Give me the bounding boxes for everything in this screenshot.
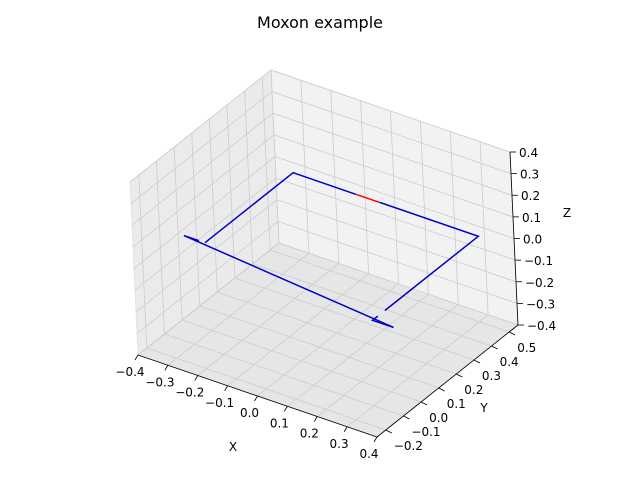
z-grid-line <box>134 177 516 291</box>
x-tick-mark <box>164 365 169 371</box>
y-tick-label: 0.4 <box>500 355 519 369</box>
z-grid-line <box>131 112 513 226</box>
y-axis-label: Y <box>479 401 488 415</box>
y-tick-label: 0.0 <box>429 411 448 425</box>
z-tick-label: −0.3 <box>526 297 555 311</box>
z-tick-label: 0.1 <box>522 211 541 225</box>
y-tick-mark <box>385 429 392 434</box>
y-tick-label: −0.2 <box>394 439 423 453</box>
z-tick-label: −0.1 <box>524 254 553 268</box>
x-tick-mark <box>284 406 288 412</box>
y-tick-label: 0.1 <box>447 397 466 411</box>
x-tick-label: 0.4 <box>359 447 378 461</box>
x-tick-mark <box>224 385 228 391</box>
z-grid-line <box>135 199 517 313</box>
x-tick-label: 0.0 <box>240 406 259 420</box>
pane-group <box>129 69 519 438</box>
x-tick-mark <box>194 375 199 381</box>
z-tick-label: 0.0 <box>523 233 542 247</box>
y-tick-mark <box>456 373 463 378</box>
x-tick-label: −0.4 <box>115 365 144 379</box>
z-tick-label: −0.4 <box>527 319 556 333</box>
y-tick-label: 0.5 <box>517 341 536 355</box>
blue-line-segment <box>379 201 480 312</box>
z-grid-line <box>137 242 519 356</box>
blue-line-segment <box>204 171 357 244</box>
z-tick-label: 0.4 <box>519 146 538 160</box>
tick-labels: −0.4−0.3−0.2−0.10.00.10.20.30.4−0.2−0.10… <box>115 146 556 461</box>
y-axis-line <box>376 324 519 438</box>
x-tick-label: 0.2 <box>300 427 319 441</box>
blue-line-segment <box>183 234 394 329</box>
series-lines <box>183 171 480 329</box>
z-grid-line <box>136 220 518 334</box>
z-tick-label: 0.3 <box>520 168 539 182</box>
x-tick-label: −0.3 <box>145 375 174 389</box>
x-tick-mark <box>373 436 378 443</box>
x-tick-label: −0.2 <box>175 386 204 400</box>
x-tick-label: 0.3 <box>330 437 349 451</box>
y-tick-label: 0.3 <box>482 369 501 383</box>
y-tick-label: 0.2 <box>464 383 483 397</box>
y-tick-mark <box>420 401 428 406</box>
z-grid-line <box>133 156 515 269</box>
z-grid-line <box>130 91 512 204</box>
x-tick-label: 0.1 <box>270 416 289 430</box>
red-line-segment <box>355 193 380 204</box>
x-tick-mark <box>343 426 348 432</box>
grid-lines <box>129 69 519 438</box>
x-tick-mark <box>134 354 139 361</box>
y-tick-label: −0.1 <box>411 425 440 439</box>
x-tick-mark <box>313 416 318 422</box>
y-tick-mark <box>491 345 498 350</box>
z-grid-line <box>129 69 511 183</box>
tick-marks <box>134 151 524 443</box>
x-tick-label: −0.1 <box>205 396 234 410</box>
y-tick-mark <box>403 415 410 420</box>
z-grid-line <box>132 134 514 248</box>
z-tick-label: 0.2 <box>521 189 540 203</box>
y-tick-mark <box>509 331 516 336</box>
chart-title: Moxon example <box>257 13 383 32</box>
x-axis-label: X <box>229 440 237 454</box>
z-tick-label: −0.2 <box>525 276 554 290</box>
y-tick-mark <box>438 387 445 392</box>
z-axis-label: Z <box>563 206 571 220</box>
x-tick-mark <box>254 395 258 402</box>
y-tick-mark <box>473 359 481 364</box>
